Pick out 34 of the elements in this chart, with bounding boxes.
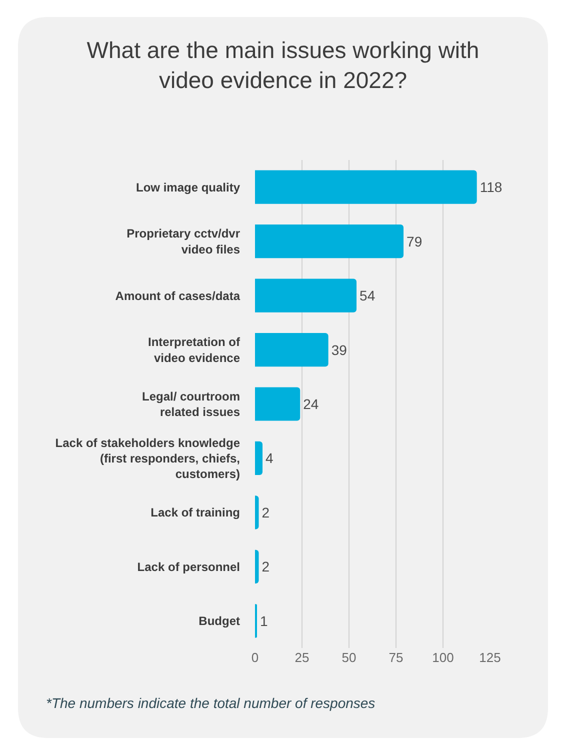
y-tick-label: Lack of personnel	[137, 560, 240, 574]
bar	[255, 278, 357, 312]
data-label: 2	[262, 558, 270, 575]
x-tick-label: 75	[388, 650, 404, 665]
text: *The numbers indicate the total number of responses	[46, 695, 376, 711]
bar	[255, 496, 259, 530]
data-label: 54	[360, 288, 376, 304]
x-tick-label: 25	[294, 650, 310, 665]
data-label: 2	[262, 504, 270, 520]
bar	[255, 224, 404, 258]
data-label: 24	[303, 396, 319, 412]
x-tick-label: 50	[342, 650, 356, 665]
chart-title: What are the main issues working with video evidence in 2022?	[86, 37, 480, 93]
y-tick-label: Legal/ courtroom related issues	[142, 389, 240, 419]
bar	[255, 332, 328, 367]
bar	[255, 170, 477, 204]
data-label: 1	[260, 612, 268, 629]
bar	[255, 550, 259, 584]
y-tick-label: Low image quality	[136, 180, 240, 194]
data-label: 4	[266, 450, 274, 466]
y-tick-label: Amount of cases/data	[115, 288, 240, 303]
x-tick-label: 0	[251, 650, 259, 665]
y-tick-label: Proprietary cctv/dvr video files	[126, 226, 240, 256]
y-tick-label: Lack of training	[150, 506, 240, 520]
y-tick-label: Budget	[198, 614, 240, 628]
bar	[255, 441, 263, 476]
y-tick-label: Interpretation of video evidence	[148, 335, 241, 365]
bar	[255, 387, 300, 421]
y-tick-label: Lack of stakeholders knowledge (first responders, chiefs, customers)	[55, 436, 240, 482]
x-tick-label: 100	[432, 650, 454, 665]
data-label: 118	[480, 179, 502, 196]
data-label: 39	[331, 342, 348, 358]
data-label: 79	[406, 233, 422, 250]
x-tick-label: 125	[479, 650, 501, 665]
